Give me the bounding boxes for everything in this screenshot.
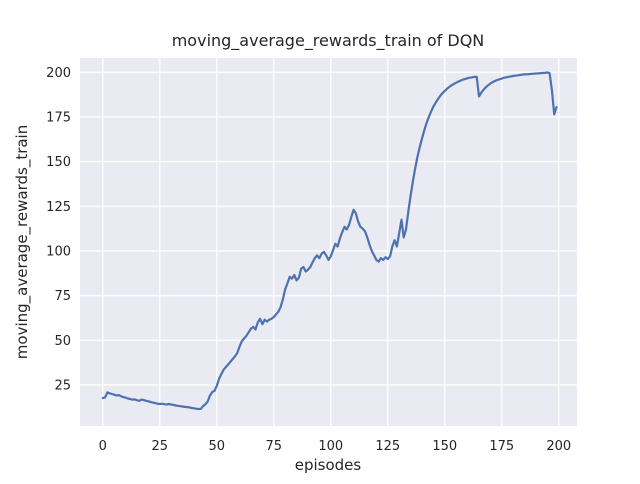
chart-title: moving_average_rewards_train of DQN <box>172 31 485 51</box>
y-axis-label: moving_average_rewards_train <box>13 125 32 359</box>
x-tick-150: 150 <box>432 439 457 454</box>
x-tick-200: 200 <box>546 439 571 454</box>
line-series-dqn <box>101 71 558 411</box>
x-axis-label: episodes <box>295 456 362 474</box>
x-tick-75: 75 <box>266 439 283 454</box>
series-line-moving_average_rewards_train <box>101 71 558 411</box>
y-tick-200: 200 <box>46 66 71 81</box>
x-tick-0: 0 <box>99 439 107 454</box>
x-tick-50: 50 <box>209 439 226 454</box>
y-tick-labels: 25 50 75 100 125 150 175 200 <box>46 66 71 394</box>
x-tick-100: 100 <box>318 439 343 454</box>
x-tick-labels: 0 25 50 75 100 125 150 175 200 <box>99 439 572 454</box>
y-tick-125: 125 <box>46 200 71 215</box>
plot-area <box>80 58 577 426</box>
y-tick-25: 25 <box>54 378 71 393</box>
y-tick-75: 75 <box>54 289 71 304</box>
x-tick-25: 25 <box>152 439 169 454</box>
y-tick-50: 50 <box>54 334 71 349</box>
y-tick-150: 150 <box>46 155 71 170</box>
y-tick-175: 175 <box>46 110 71 125</box>
gridlines <box>80 58 577 426</box>
x-tick-175: 175 <box>489 439 514 454</box>
y-tick-100: 100 <box>46 244 71 259</box>
x-tick-125: 125 <box>375 439 400 454</box>
